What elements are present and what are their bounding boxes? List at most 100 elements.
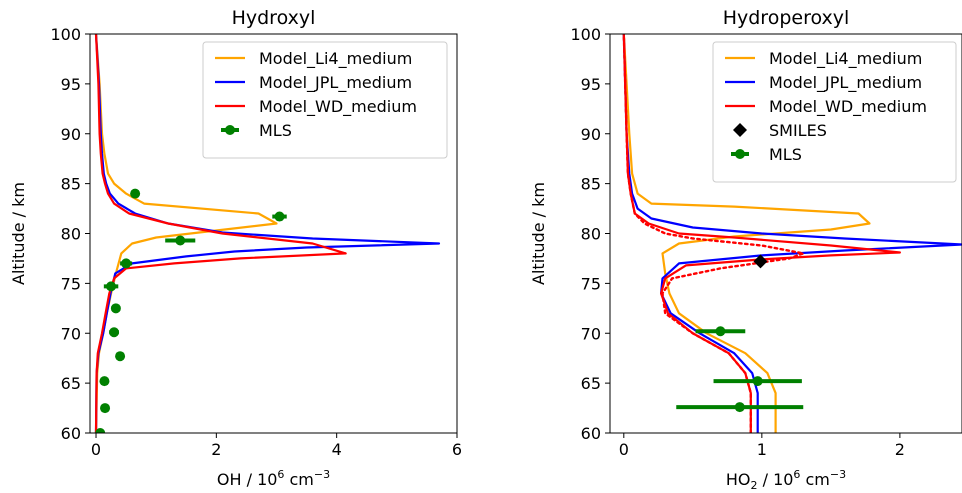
mls-point <box>120 258 133 269</box>
chart-title: Hydroxyl <box>232 7 316 29</box>
mls-marker <box>99 376 110 387</box>
series-line-model-jpl-medium <box>622 34 962 433</box>
y-tick-label: 60 <box>61 424 81 443</box>
y-axis-label: Altitude / km <box>9 182 28 285</box>
x-axis-label-unit-exp: −3 <box>314 468 330 481</box>
mls-point <box>99 376 110 387</box>
legend-label: SMILES <box>769 121 827 140</box>
mls-point <box>100 403 111 414</box>
mls-point <box>130 188 141 199</box>
legend-entry: MLS <box>731 145 802 164</box>
y-tick-label: 85 <box>581 175 601 194</box>
mls-point <box>115 351 126 362</box>
mls-marker <box>121 258 132 269</box>
x-tick-label: 2 <box>211 440 221 459</box>
legend-diamond-swatch <box>733 123 747 137</box>
plot-area <box>94 34 441 433</box>
legend-entry: SMILES <box>733 121 827 140</box>
y-tick-label: 70 <box>61 324 81 343</box>
y-tick-label: 80 <box>581 225 601 244</box>
legend-entry: MLS <box>221 121 292 140</box>
mls-point <box>103 281 119 292</box>
mls-marker <box>100 403 111 414</box>
mls-point <box>110 303 121 314</box>
y-tick-label: 75 <box>61 274 81 293</box>
mls-marker <box>734 402 745 413</box>
legend: Model_Li4_medium Model_JPL_medium Model_WD… <box>202 41 448 159</box>
mls-point <box>109 327 120 338</box>
series-line-model-wd-medium <box>94 34 347 433</box>
legend: Model_Li4_medium Model_JPL_medium Model_WD… <box>712 41 957 183</box>
mls-marker <box>109 327 120 338</box>
legend-marker-swatch <box>735 149 745 159</box>
x-axis-label: HO2 / 106 cm−3 <box>726 468 846 492</box>
legend-entry: Model_WD_medium <box>215 97 417 117</box>
y-tick-label: 65 <box>61 374 81 393</box>
series-line-model-wd-medium-dotted <box>622 34 805 433</box>
mls-marker <box>115 351 126 362</box>
chart-title: Hydroperoxyl <box>723 7 850 29</box>
legend-label: Model_Li4_medium <box>769 49 922 69</box>
mls-marker <box>95 428 106 433</box>
mls-marker <box>752 376 763 387</box>
y-tick-label: 75 <box>581 274 601 293</box>
legend-box <box>202 41 448 159</box>
y-tick-label: 95 <box>581 75 601 94</box>
y-tick-label: 80 <box>61 225 81 244</box>
x-tick-label: 6 <box>452 440 462 459</box>
y-tick-label: 90 <box>61 125 81 144</box>
x-tick-label: 4 <box>332 440 342 459</box>
legend-entry: Model_JPL_medium <box>215 73 412 93</box>
x-tick-label: 0 <box>619 440 629 459</box>
y-tick-label: 90 <box>581 125 601 144</box>
smiles-marker <box>753 254 768 269</box>
legend-label: MLS <box>769 145 802 164</box>
x-tick-label: 2 <box>895 440 905 459</box>
plot-area <box>622 34 962 433</box>
mls-marker <box>715 326 726 337</box>
mls-point <box>165 235 196 246</box>
mls-point <box>676 402 804 413</box>
legend-marker-swatch <box>225 125 235 135</box>
y-tick-label: 65 <box>581 374 601 393</box>
y-tick-label: 95 <box>61 75 81 94</box>
hydroxyl-chart: Hydroxyl 0 2 4 6 60 65 70 75 80 85 90 95 100 Altitude … <box>9 7 462 489</box>
x-axis-label-unit: cm <box>800 470 829 489</box>
hydroperoxyl-chart: Hydroperoxyl 0 1 2 60 65 70 75 80 85 90 95 100 Altitu… <box>529 7 962 492</box>
legend-entry: Model_WD_medium <box>725 97 927 117</box>
mls-marker <box>274 211 285 222</box>
x-axis-label-mid: / 10 <box>758 470 794 489</box>
legend-label: MLS <box>259 121 292 140</box>
x-axis-label-sub: 2 <box>751 479 758 492</box>
x-axis-label-exp: 6 <box>793 468 800 481</box>
x-axis-label-main: HO <box>726 470 751 489</box>
y-tick-label: 85 <box>61 175 81 194</box>
legend-label: Model_JPL_medium <box>769 73 922 93</box>
y-tick-label: 60 <box>581 424 601 443</box>
legend-box <box>712 41 957 183</box>
x-axis-label-exp: 6 <box>277 468 284 481</box>
legend-entry: Model_Li4_medium <box>215 49 412 69</box>
mls-point <box>272 211 287 222</box>
legend-entry: Model_JPL_medium <box>725 73 922 93</box>
mls-point <box>695 326 746 337</box>
x-axis-label-unit: cm <box>284 470 313 489</box>
mls-marker <box>175 235 186 246</box>
mls-marker <box>130 188 141 199</box>
legend-label: Model_JPL_medium <box>259 73 412 93</box>
series-line-model-jpl-medium <box>94 34 441 433</box>
mls-marker <box>106 281 117 292</box>
x-tick-label: 1 <box>757 440 767 459</box>
mls-point <box>95 428 106 433</box>
y-tick-label: 70 <box>581 324 601 343</box>
y-tick-label: 100 <box>50 25 81 44</box>
legend-label: Model_WD_medium <box>769 97 927 117</box>
mls-marker <box>110 303 121 314</box>
x-axis-label-main: OH / 10 <box>217 470 278 489</box>
legend-label: Model_Li4_medium <box>259 49 412 69</box>
legend-label: Model_WD_medium <box>259 97 417 117</box>
x-axis-label: OH / 106 cm−3 <box>217 468 330 489</box>
y-tick-label: 100 <box>570 25 601 44</box>
mls-point <box>713 376 802 387</box>
